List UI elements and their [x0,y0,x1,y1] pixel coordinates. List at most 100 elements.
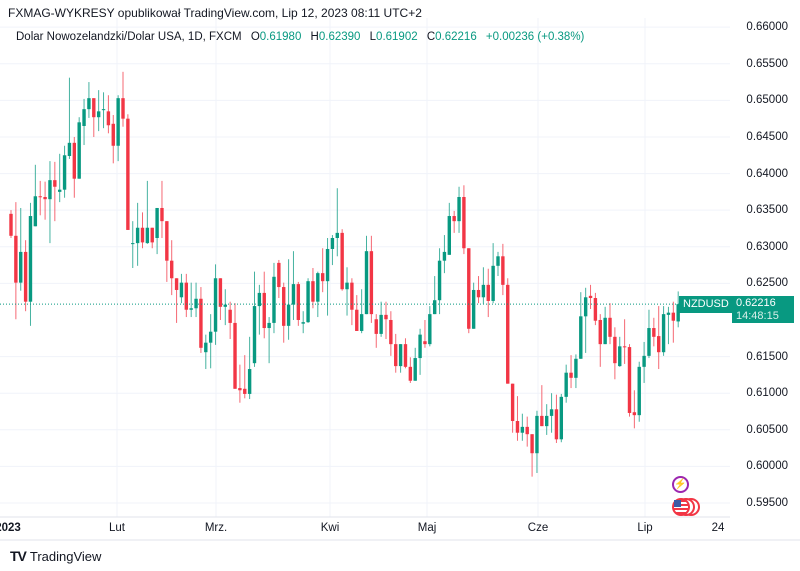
candle[interactable] [384,301,388,340]
candle[interactable] [389,311,393,356]
candle[interactable] [579,292,583,359]
candle[interactable] [569,355,573,389]
candle[interactable] [554,394,559,443]
candle[interactable] [306,278,310,323]
candle[interactable] [540,385,544,427]
candle[interactable] [174,278,179,323]
candle[interactable] [135,202,140,266]
candle[interactable] [92,98,96,137]
candle[interactable] [413,347,417,381]
candle[interactable] [316,271,320,318]
candle[interactable] [481,267,486,304]
candle[interactable] [535,410,539,473]
candle[interactable] [131,221,135,269]
candle[interactable] [23,240,28,312]
candle[interactable] [111,115,115,164]
candle[interactable] [267,317,271,364]
candle[interactable] [165,221,169,282]
candle[interactable] [525,416,529,447]
candle[interactable] [233,303,237,389]
candle[interactable] [301,311,305,334]
candle[interactable] [184,273,189,318]
candle[interactable] [48,161,52,244]
candle[interactable] [330,235,335,266]
candle[interactable] [598,314,602,367]
candle[interactable] [530,434,534,477]
candle[interactable] [286,259,291,340]
candle[interactable] [510,383,515,433]
candle[interactable] [62,145,67,198]
candle[interactable] [28,202,33,326]
candle[interactable] [671,301,676,343]
candle[interactable] [140,212,145,249]
candle[interactable] [618,336,622,367]
candle[interactable] [58,153,62,203]
candle[interactable] [291,251,296,320]
candle[interactable] [213,264,218,345]
candle[interactable] [545,404,549,435]
candle[interactable] [33,164,38,227]
candle[interactable] [126,114,130,230]
candle[interactable] [588,284,593,310]
candle[interactable] [150,227,154,249]
candle[interactable] [637,361,641,422]
candle[interactable] [77,117,81,179]
candle[interactable] [394,333,398,373]
candle[interactable] [82,98,86,146]
candle[interactable] [442,235,447,274]
candle[interactable] [462,185,466,255]
candle[interactable] [608,303,612,345]
candle[interactable] [350,278,354,326]
candle[interactable] [170,240,174,296]
candle[interactable] [223,289,227,326]
candle[interactable] [19,207,23,291]
candle[interactable] [403,338,408,369]
candle[interactable] [179,273,184,304]
candle[interactable] [379,301,383,337]
candle[interactable] [9,210,13,238]
candle[interactable] [652,317,656,347]
candle[interactable] [549,393,554,433]
candle[interactable] [355,295,359,331]
candle[interactable] [67,77,72,159]
candle[interactable] [471,282,476,329]
candle[interactable] [457,186,461,233]
candle[interactable] [661,306,666,356]
candle[interactable] [432,276,437,315]
candle[interactable] [564,364,568,403]
candle[interactable] [194,282,198,318]
candle[interactable] [38,180,42,216]
candle[interactable] [666,306,671,345]
candle[interactable] [277,259,281,299]
candle[interactable] [398,344,403,373]
candle[interactable] [345,267,349,316]
candle[interactable] [437,248,442,315]
candle[interactable] [452,210,456,233]
candle[interactable] [476,276,481,304]
candle[interactable] [106,95,111,134]
candle[interactable] [257,284,262,335]
candle[interactable] [116,95,120,162]
candle[interactable] [272,262,276,334]
candle[interactable] [647,309,651,359]
us-flag-event-icon[interactable] [672,498,702,516]
candle[interactable] [428,306,432,347]
candle[interactable] [121,71,125,127]
candle[interactable] [282,282,286,343]
candle[interactable] [53,161,57,222]
candle[interactable] [189,282,193,318]
candle[interactable] [325,237,330,316]
candle[interactable] [632,390,637,429]
candle[interactable] [364,235,369,315]
candle[interactable] [218,278,223,320]
candle[interactable] [657,306,661,370]
candle[interactable] [247,336,252,400]
candle[interactable] [335,188,339,257]
candle[interactable] [199,287,203,353]
candle[interactable] [14,202,18,320]
candle[interactable] [583,287,588,353]
candle[interactable] [423,319,427,348]
candle[interactable] [238,364,242,403]
candle[interactable] [311,268,315,309]
